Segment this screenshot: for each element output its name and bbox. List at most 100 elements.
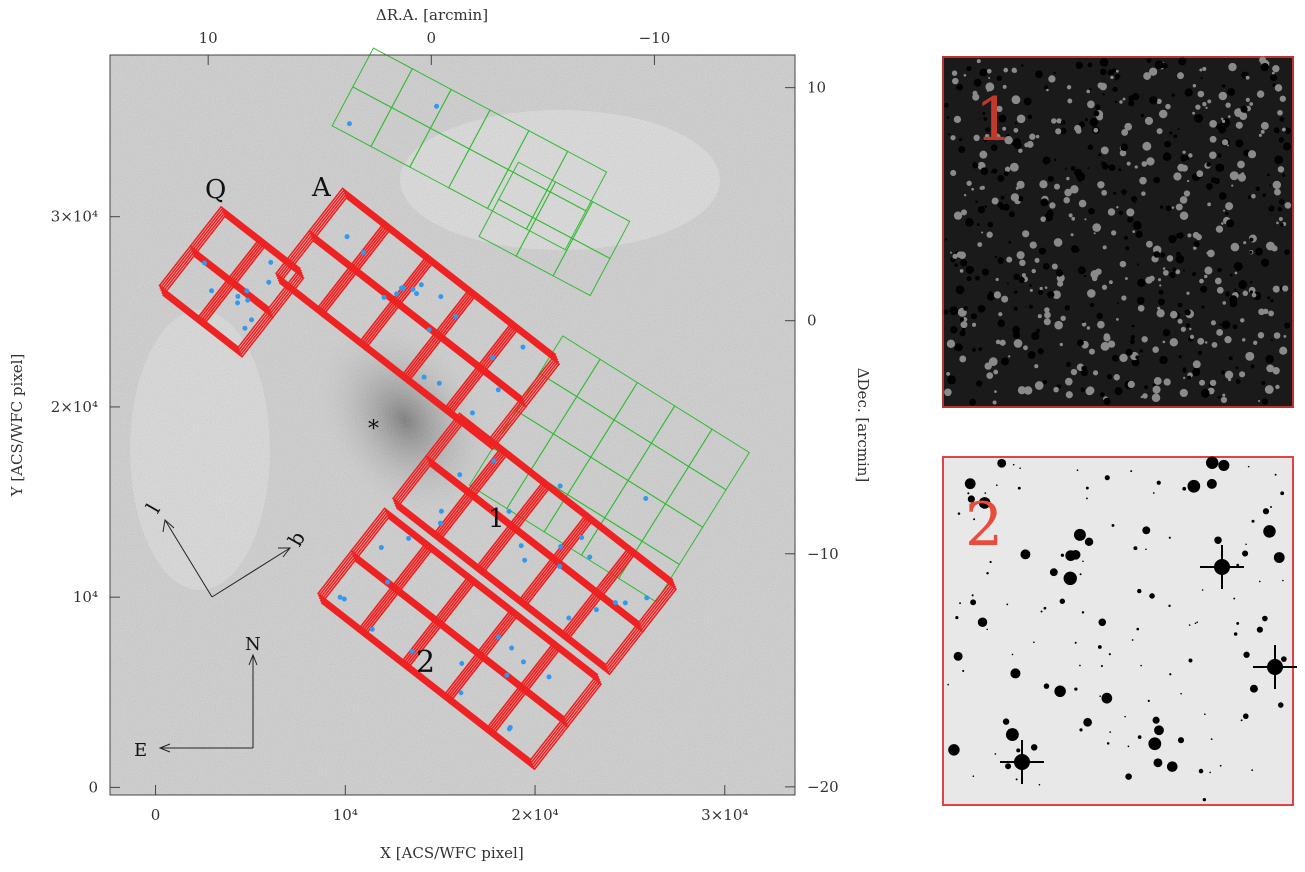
star [1282,142,1291,151]
star [1205,456,1219,469]
star [955,285,965,295]
star [1125,246,1130,251]
star [1038,247,1046,255]
star-dot [453,314,459,320]
star-dot [491,458,497,464]
star [1200,388,1210,398]
star [1177,302,1183,308]
star [954,343,963,352]
star-dot [438,294,444,300]
star-dot [644,595,650,601]
star [1108,164,1116,172]
star [1175,254,1185,264]
star [1101,284,1108,290]
star [1199,68,1203,72]
star [1204,713,1206,716]
star [1013,339,1023,348]
star [1257,332,1265,339]
star [1242,713,1249,720]
tile [487,682,566,761]
star [1209,151,1217,160]
star [1221,119,1226,123]
star [1097,181,1105,189]
star [1013,69,1017,73]
star [1153,176,1160,184]
star [1159,284,1162,287]
star-dot [202,260,208,266]
star [1124,277,1128,280]
star [1159,205,1164,209]
star [1154,725,1164,736]
star [969,398,977,406]
star [1234,288,1237,291]
star [944,102,949,108]
star [1179,388,1188,398]
star [1179,211,1189,221]
star [1182,269,1186,272]
star [1098,153,1102,157]
star [1006,603,1009,606]
star [1129,339,1135,345]
star [1037,314,1042,319]
star [1003,171,1009,177]
star [1047,291,1055,299]
star [1237,160,1245,169]
star [1074,641,1077,644]
star [1039,180,1048,189]
star [1282,173,1286,177]
star [1235,139,1244,148]
star [959,269,964,273]
star [1249,237,1254,242]
star [1209,135,1217,143]
star [1109,731,1112,733]
star [1137,299,1141,303]
star [1146,157,1155,166]
star [1086,386,1095,395]
star [1274,188,1281,196]
star [1258,308,1265,316]
star [1235,379,1241,384]
star [950,135,956,141]
star [1204,341,1208,344]
star [1118,210,1124,215]
star-dot [557,483,563,489]
star [1262,508,1270,515]
star [1145,548,1147,551]
star [1124,715,1126,718]
star [1270,506,1272,508]
star-dot [385,579,391,585]
star [1177,163,1185,172]
star [947,683,949,686]
star [1013,273,1020,281]
star [1162,340,1166,344]
star [1148,737,1162,751]
star [972,775,975,778]
tile [525,189,587,251]
star [1160,252,1166,258]
star-dot [566,615,572,621]
star [1012,331,1021,339]
star [1108,653,1111,656]
star [1221,222,1224,225]
star [1245,543,1247,546]
star [1277,702,1284,708]
star [1268,310,1274,317]
star [1159,355,1168,365]
star [1273,552,1285,563]
star [948,744,960,756]
star [1087,100,1095,109]
star [1258,580,1261,583]
star [1271,71,1275,75]
star [1020,549,1031,560]
star [1186,291,1190,295]
star [1131,639,1134,641]
star [1075,61,1083,69]
star [1227,87,1235,96]
star [1220,117,1224,121]
star-dot [506,508,512,514]
field-label: 2 [416,645,435,680]
star [1053,158,1057,161]
star [975,200,978,204]
star [1128,95,1135,102]
star [984,205,988,208]
